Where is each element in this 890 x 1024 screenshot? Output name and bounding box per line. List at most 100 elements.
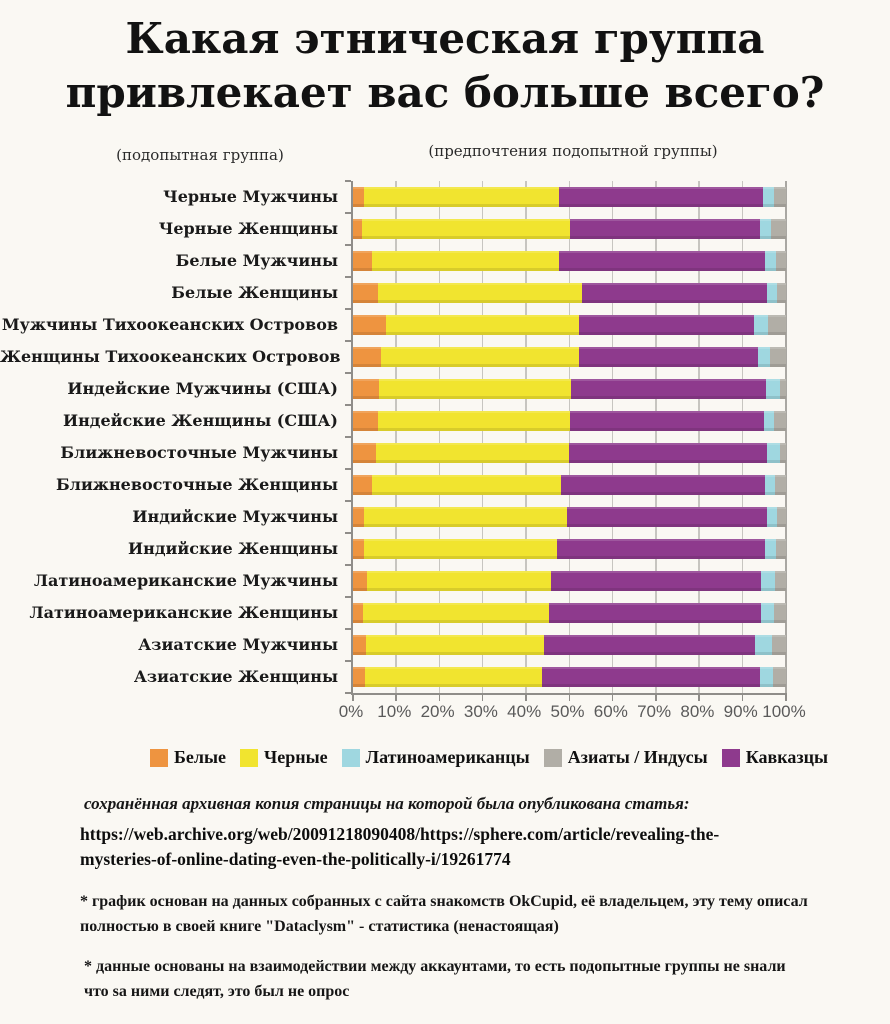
gridline — [481, 181, 484, 693]
bar-segment — [779, 379, 786, 399]
bar-segment — [550, 571, 761, 591]
x-axis-tick — [525, 693, 527, 701]
category-label: Женщины Тихоокеанских Островов — [0, 347, 341, 366]
category-label: Индийские Женщины — [128, 539, 338, 558]
bar-segment — [772, 635, 786, 655]
bar-segment — [775, 571, 786, 591]
legend-label: Латиноамериканцы — [365, 747, 530, 767]
bar-segment — [779, 443, 786, 463]
bar-segment — [566, 507, 767, 527]
x-tick-label: 70% — [637, 702, 672, 721]
x-axis-tick-labels: 0% 10% 20% 30% 40% 50% 60% 70% 80% 90% 100% — [0, 702, 890, 726]
legend-item: Черные — [240, 747, 328, 768]
x-tick-label: 0% — [338, 702, 364, 721]
bar-segment — [753, 315, 768, 335]
y-axis-tick — [345, 692, 351, 694]
bar-segment — [366, 571, 551, 591]
bar-segment — [579, 347, 758, 367]
bar-segment — [760, 571, 776, 591]
legend: Белые Черные Латиноамериканцы Азиаты / Инду… — [150, 747, 828, 768]
bar-segment — [760, 667, 773, 687]
bar-segment — [353, 635, 366, 655]
bar-segment — [556, 539, 766, 559]
bar-segment — [765, 539, 777, 559]
category-label: Индейские Женщины (США) — [62, 411, 338, 430]
x-axis-tick — [785, 693, 787, 701]
bar-segment — [378, 379, 571, 399]
y-axis-tick — [345, 340, 351, 342]
bar-segment — [570, 379, 767, 399]
x-axis-tick — [481, 693, 484, 701]
category-label: Латиноамериканские Женщины — [29, 603, 338, 622]
archive-note: сохранённая архивная копия страницы на к… — [84, 794, 690, 813]
y-axis-tick — [345, 276, 351, 278]
bar-row — [353, 347, 786, 367]
bar-segment — [378, 283, 582, 303]
legend-item: Белые — [150, 747, 226, 768]
bar-segment — [362, 219, 571, 239]
bar-segment — [766, 283, 777, 303]
bar-segment — [541, 667, 760, 687]
bar-segment — [773, 603, 786, 623]
y-axis-tick — [345, 180, 351, 182]
category-label: Белые Мужчины — [175, 251, 338, 270]
bar-segment — [353, 507, 364, 527]
bar-segment — [570, 219, 760, 239]
gridline — [611, 181, 614, 693]
category-label: Азиатские Женщины — [133, 667, 338, 686]
bar-row — [353, 283, 786, 303]
category-label: Ближневосточные Женщины — [55, 475, 338, 494]
category-label: Латиноамериканские Мужчины — [33, 571, 338, 590]
bar-row — [353, 475, 786, 495]
bar-segment — [763, 187, 774, 207]
category-label: Ближневосточные Мужчины — [60, 443, 338, 462]
legend-swatch — [543, 748, 562, 767]
bar-segment — [353, 411, 379, 431]
subtitle-preferences: (предпочтения подопытной группы) — [428, 142, 718, 160]
bar-segment — [381, 347, 580, 367]
bar-segment — [763, 411, 774, 431]
bar-segment — [757, 347, 770, 367]
y-axis-tick — [345, 596, 351, 598]
y-axis-tick — [345, 532, 351, 534]
bar-segment — [353, 283, 379, 303]
x-tick-label: 50% — [550, 702, 585, 721]
x-axis-tick — [568, 693, 570, 701]
legend-swatch — [240, 748, 259, 767]
bar-segment — [375, 443, 569, 463]
bar-row — [353, 443, 786, 463]
bar-segment — [776, 539, 786, 559]
bar-segment — [353, 219, 363, 239]
bar-segment — [353, 539, 364, 559]
bar-segment — [385, 315, 580, 335]
x-tick-label: 10% — [377, 702, 412, 721]
bar-segment — [363, 187, 559, 207]
bar-segment — [362, 603, 550, 623]
gridline — [395, 181, 397, 693]
x-tick-label: 30% — [463, 702, 498, 721]
bar-segment — [579, 315, 754, 335]
legend-item: Кавказцы — [721, 747, 828, 768]
legend-label: Азиаты / Индусы — [567, 747, 708, 767]
bar-segment — [353, 443, 376, 463]
y-axis-tick — [345, 244, 351, 246]
bar-segment — [353, 475, 373, 495]
bar-segment — [765, 251, 777, 271]
x-axis-tick — [611, 693, 614, 701]
legend-swatch — [150, 748, 168, 767]
gridline — [655, 181, 657, 693]
bar-segment — [754, 635, 773, 655]
x-axis-tick — [655, 693, 657, 701]
bar-row — [353, 667, 786, 687]
legend-label: Черные — [264, 747, 328, 767]
bar-segment — [365, 635, 544, 655]
x-axis-tick — [438, 693, 441, 701]
bar-segment — [353, 187, 364, 207]
legend-item: Азиаты / Индусы — [543, 747, 708, 768]
bar-segment — [766, 379, 780, 399]
category-label: Азиатские Мужчины — [138, 635, 338, 654]
bar-segment — [559, 251, 766, 271]
bar-segment — [543, 635, 755, 655]
bar-segment — [570, 411, 764, 431]
